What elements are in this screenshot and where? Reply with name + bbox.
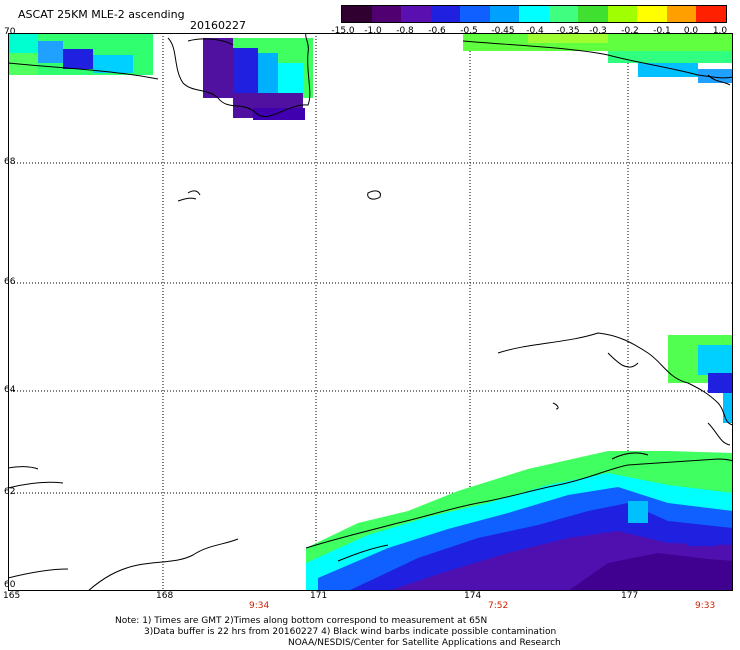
product-date: 20160227 [190,19,246,32]
colorbar-label: -0.3 [589,26,607,36]
lat-label: 66 [4,277,16,287]
colorbar-segment [607,6,638,22]
colorbar-label: -0.4 [526,26,544,36]
colorbar-labels: -15.0 -1.0 -0.8 -0.6 -0.5 -0.45 -0.4 -0.… [0,26,740,38]
colorbar-segment [342,6,372,22]
pass-time: 9:33 [695,601,716,611]
coastlines [8,33,733,591]
swath-bottom [306,451,733,591]
colorbar-label: -1.0 [364,26,382,36]
colorbar-segment [637,6,667,22]
lat-label: 62 [4,487,16,497]
note-line-2: 3)Data buffer is 22 hrs from 20160227 4)… [144,627,557,637]
lon-label: 177 [621,591,639,601]
swath-top-right [463,33,733,83]
lon-label: 165 [3,591,21,601]
colorbar-label: -0.8 [396,26,414,36]
swath-top-left [8,33,153,75]
swath-top-center [203,38,313,120]
colorbar-segment [430,6,461,22]
colorbar-label: -0.2 [621,26,639,36]
colorbar-segment [460,6,490,22]
colorbar-segment [519,6,549,22]
colorbar-label: -0.1 [653,26,671,36]
lon-label: 174 [464,591,482,601]
colorbar-label: -0.45 [491,26,515,36]
pass-time: 9:34 [249,601,270,611]
credit-line: NOAA/NESDIS/Center for Satellite Applica… [288,638,561,648]
colorbar-label: -0.5 [460,26,478,36]
product-title: ASCAT 25KM MLE-2 ascending [18,8,185,21]
colorbar-label: -0.35 [556,26,580,36]
note-line-1: Note: 1) Times are GMT 2)Times along bot… [115,616,488,626]
colorbar-label: -0.6 [428,26,446,36]
colorbar-segment [489,6,520,22]
lat-label: 64 [4,385,16,395]
lon-label: 168 [156,591,174,601]
colorbar [341,5,727,23]
pass-time: 7:52 [488,601,509,611]
colorbar-segment [401,6,431,22]
lat-label: 60 [4,580,16,590]
lat-label: 68 [4,157,16,167]
colorbar-segment [371,6,402,22]
lon-label: 171 [310,591,328,601]
colorbar-segment [548,6,579,22]
colorbar-label: 0.0 [683,26,699,36]
colorbar-segment [578,6,608,22]
lat-label: 70 [4,27,16,37]
swath-right-middle [668,335,733,423]
colorbar-segment [666,6,697,22]
map-panel [8,33,733,591]
colorbar-label: -15.0 [331,26,355,36]
colorbar-label: 1.0 [712,26,728,36]
colorbar-segment [696,6,726,22]
